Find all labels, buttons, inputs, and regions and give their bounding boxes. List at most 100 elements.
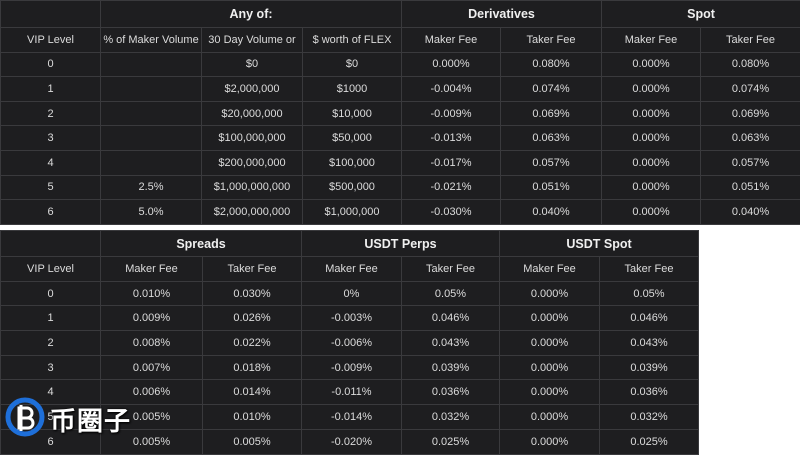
group-header-usdt-spot: USDT Spot [500, 231, 699, 257]
table-cell: -0.009% [302, 355, 402, 380]
group-header-row: Any of: Derivatives Spot [1, 1, 800, 28]
table-cell: 0.025% [402, 429, 500, 454]
table-cell: -0.006% [302, 331, 402, 356]
column-header: Taker Fee [501, 28, 602, 53]
group-header-empty [1, 231, 101, 257]
table-row: 0 $0 $0 0.000% 0.080% 0.000% 0.080% [1, 52, 800, 77]
table-cell: 0.000% [602, 150, 701, 175]
table-cell: $100,000,000 [202, 126, 303, 151]
group-header-usdt-perps: USDT Perps [302, 231, 500, 257]
table-row: 2 0.008% 0.022% -0.006% 0.043% 0.000% 0.… [1, 331, 699, 356]
table-cell: 0.039% [600, 355, 699, 380]
table-cell: $20,000,000 [202, 101, 303, 126]
table-cell: 0.063% [501, 126, 602, 151]
table-row: 6 5.0% $2,000,000,000 $1,000,000 -0.030%… [1, 200, 800, 225]
table-cell: -0.030% [402, 200, 501, 225]
table-cell: $1,000,000 [303, 200, 402, 225]
table-cell [101, 150, 202, 175]
table-cell: -0.009% [402, 101, 501, 126]
table-cell: 0.009% [101, 306, 203, 331]
table-cell: $2,000,000,000 [202, 200, 303, 225]
table-cell: 0.000% [602, 52, 701, 77]
table-cell: 0.000% [602, 77, 701, 102]
table-cell: 0.018% [203, 355, 302, 380]
table-cell [101, 77, 202, 102]
column-header: Maker Fee [101, 257, 203, 282]
table-cell: 0.000% [602, 101, 701, 126]
column-header: 30 Day Volume or [202, 28, 303, 53]
table-cell: -0.013% [402, 126, 501, 151]
table-cell: 0.000% [500, 380, 600, 405]
table-cell: 0.069% [501, 101, 602, 126]
table-cell: 2 [1, 101, 101, 126]
table-row: 4 $200,000,000 $100,000 -0.017% 0.057% 0… [1, 150, 800, 175]
table-cell: 0.074% [701, 77, 800, 102]
column-header: % of Maker Volume [101, 28, 202, 53]
column-header: Taker Fee [600, 257, 699, 282]
column-header: Maker Fee [500, 257, 600, 282]
column-header-row: VIP Level Maker Fee Taker Fee Maker Fee … [1, 257, 699, 282]
table-cell: $10,000 [303, 101, 402, 126]
group-header-empty [1, 1, 101, 28]
table-row: 3 $100,000,000 $50,000 -0.013% 0.063% 0.… [1, 126, 800, 151]
table-cell: 2.5% [101, 175, 202, 200]
column-header: VIP Level [1, 28, 101, 53]
table-cell: $1000 [303, 77, 402, 102]
table-cell: $100,000 [303, 150, 402, 175]
table-cell [101, 52, 202, 77]
column-header-row: VIP Level % of Maker Volume 30 Day Volum… [1, 28, 800, 53]
table-cell: 0.010% [203, 405, 302, 430]
table-cell: 0.014% [203, 380, 302, 405]
table-cell: 0.008% [101, 331, 203, 356]
table-cell: 0.007% [101, 355, 203, 380]
table-cell: 0.039% [402, 355, 500, 380]
table-cell: 0.000% [500, 281, 600, 306]
table-cell: 0.036% [402, 380, 500, 405]
table-cell: 4 [1, 150, 101, 175]
table-cell: 0.05% [600, 281, 699, 306]
group-header-any-of: Any of: [101, 1, 402, 28]
table-cell: 6 [1, 200, 101, 225]
table-row: 5 2.5% $1,000,000,000 $500,000 -0.021% 0… [1, 175, 800, 200]
column-header: Maker Fee [602, 28, 701, 53]
group-header-spreads: Spreads [101, 231, 302, 257]
table-row: 1 0.009% 0.026% -0.003% 0.046% 0.000% 0.… [1, 306, 699, 331]
bitcoin-circle-logo-icon [4, 396, 46, 443]
table-row: 0 0.010% 0.030% 0% 0.05% 0.000% 0.05% [1, 281, 699, 306]
column-header: Taker Fee [402, 257, 500, 282]
table-cell: 3 [1, 126, 101, 151]
vip-fee-table-derivatives-spot: Any of: Derivatives Spot VIP Level % of … [0, 0, 800, 225]
table-cell: $1,000,000,000 [202, 175, 303, 200]
table-cell: -0.014% [302, 405, 402, 430]
column-header: Maker Fee [302, 257, 402, 282]
table-cell: 0.000% [602, 126, 701, 151]
table-cell: -0.003% [302, 306, 402, 331]
table-cell: $200,000,000 [202, 150, 303, 175]
table-cell: 0% [302, 281, 402, 306]
table-cell [101, 101, 202, 126]
table-row: 3 0.007% 0.018% -0.009% 0.039% 0.000% 0.… [1, 355, 699, 380]
table-cell: -0.020% [302, 429, 402, 454]
table-cell: 0.069% [701, 101, 800, 126]
table-cell: 0.036% [600, 380, 699, 405]
table-cell: 2 [1, 331, 101, 356]
table-cell: -0.011% [302, 380, 402, 405]
table-cell: 0.043% [402, 331, 500, 356]
table-cell: 0.046% [600, 306, 699, 331]
watermark-text: 币圈子 [50, 401, 131, 438]
column-header: Taker Fee [203, 257, 302, 282]
table-cell: 0.026% [203, 306, 302, 331]
table-cell: 0.063% [701, 126, 800, 151]
table-cell: -0.021% [402, 175, 501, 200]
table-cell: 0.000% [602, 175, 701, 200]
table-cell: 0.05% [402, 281, 500, 306]
table-cell: 0.046% [402, 306, 500, 331]
table-cell: 0.000% [500, 355, 600, 380]
table-cell: $2,000,000 [202, 77, 303, 102]
table-cell: 0.000% [500, 331, 600, 356]
table-cell: 0.010% [101, 281, 203, 306]
table-cell: 5.0% [101, 200, 202, 225]
table-cell: 0.030% [203, 281, 302, 306]
table-cell: $0 [202, 52, 303, 77]
table-cell: -0.004% [402, 77, 501, 102]
